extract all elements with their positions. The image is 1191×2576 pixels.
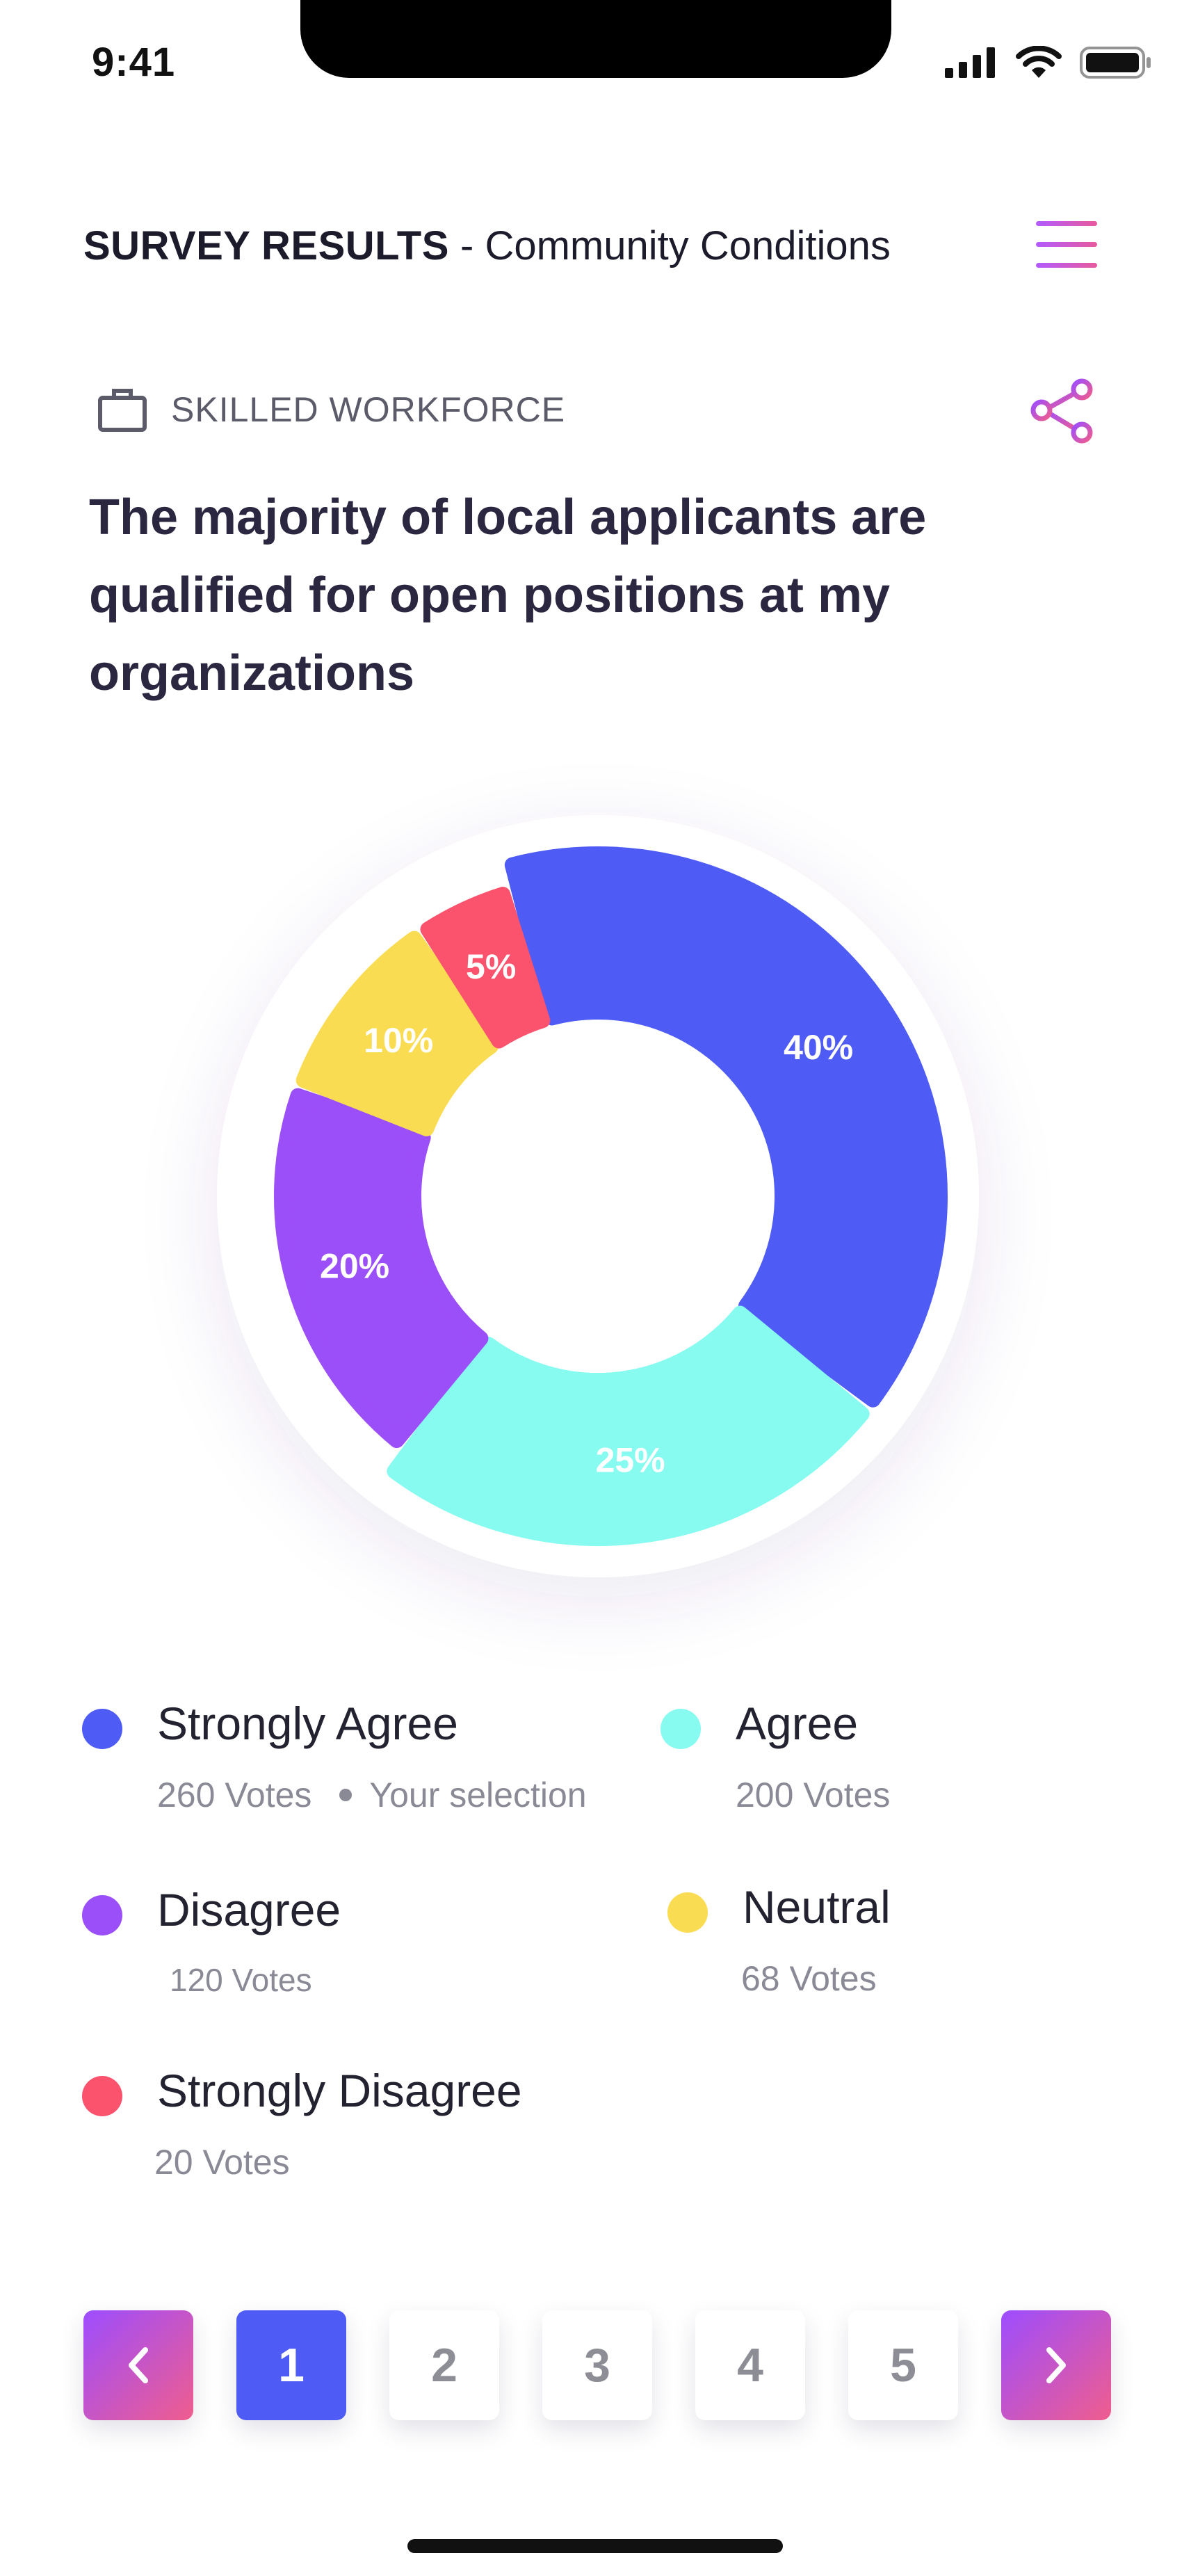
battery-icon [1080, 47, 1151, 79]
menu-icon [1036, 221, 1097, 226]
category-row: SKILLED WORKFORCE [97, 387, 565, 433]
your-selection-note: Your selection [369, 1776, 587, 1814]
survey-question: The majority of local applicants are qua… [89, 490, 927, 701]
page-button-3[interactable]: 3 [542, 2310, 652, 2420]
previous-page-button[interactable] [83, 2310, 193, 2420]
page-title-rest: - Community Conditions [448, 223, 891, 268]
briefcase-icon [98, 389, 147, 432]
legend-dot [667, 1892, 708, 1933]
page-title: SURVEY RESULTS - Community Conditions [83, 223, 891, 269]
page-button-1[interactable]: 1 [236, 2310, 346, 2420]
legend-votes-count: 260 Votes [157, 1776, 312, 1814]
status-icons [945, 46, 1152, 79]
page-button-2[interactable]: 2 [389, 2310, 499, 2420]
chevron-left-icon [129, 2347, 148, 2383]
chevron-right-icon [1046, 2347, 1066, 2383]
chart-slice-label: 10% [364, 1021, 433, 1060]
chart-slice-strongly-disagree [420, 887, 551, 1049]
cellular-signal-icon [945, 47, 995, 78]
legend-dot [661, 1709, 701, 1749]
next-page-button[interactable] [1001, 2310, 1111, 2420]
share-icon [1030, 378, 1093, 444]
chart-slice-strongly-agree [504, 846, 948, 1408]
legend-dot [82, 2076, 122, 2116]
bullet-separator [339, 1788, 353, 1801]
legend-dot [82, 1709, 122, 1749]
legend-name: Agree [736, 1698, 859, 1749]
legend-votes: 120 Votes [170, 1962, 312, 1998]
chart-slice-label: 40% [784, 1028, 853, 1067]
page-button-5[interactable]: 5 [848, 2310, 958, 2420]
chart-slice-label: 20% [320, 1246, 389, 1285]
wifi-icon [1016, 46, 1062, 78]
chart-slice-agree [387, 1305, 870, 1546]
chart-slice-disagree [274, 1088, 489, 1449]
device-notch [300, 0, 891, 78]
chart-slice-neutral [295, 931, 499, 1136]
share-button[interactable] [1028, 376, 1097, 445]
legend-votes: 68 Votes [741, 1959, 877, 1998]
legend-name: Neutral [743, 1881, 891, 1933]
status-time: 9:41 [92, 40, 176, 85]
results-donut-chart: 40% 25% 20% 10% 5% [217, 815, 979, 1577]
chart-slice-label: 25% [596, 1441, 665, 1480]
legend-votes: 260 Votes Your selection [157, 1775, 587, 1815]
chart-slice-label: 5% [466, 947, 516, 986]
legend-name: Disagree [157, 1884, 341, 1935]
legend-votes: 20 Votes [154, 2143, 290, 2182]
menu-icon [1036, 263, 1097, 268]
page-title-bold: SURVEY RESULTS [83, 223, 449, 268]
page-button-4[interactable]: 4 [695, 2310, 805, 2420]
menu-icon [1036, 242, 1097, 247]
home-indicator [407, 2539, 783, 2553]
legend-dot [82, 1895, 122, 1935]
menu-button[interactable] [1033, 220, 1100, 268]
legend-votes: 200 Votes [736, 1776, 891, 1814]
legend-name: Strongly Disagree [157, 2065, 522, 2116]
legend-name: Strongly Agree [157, 1698, 458, 1749]
category-label: SKILLED WORKFORCE [171, 390, 566, 429]
